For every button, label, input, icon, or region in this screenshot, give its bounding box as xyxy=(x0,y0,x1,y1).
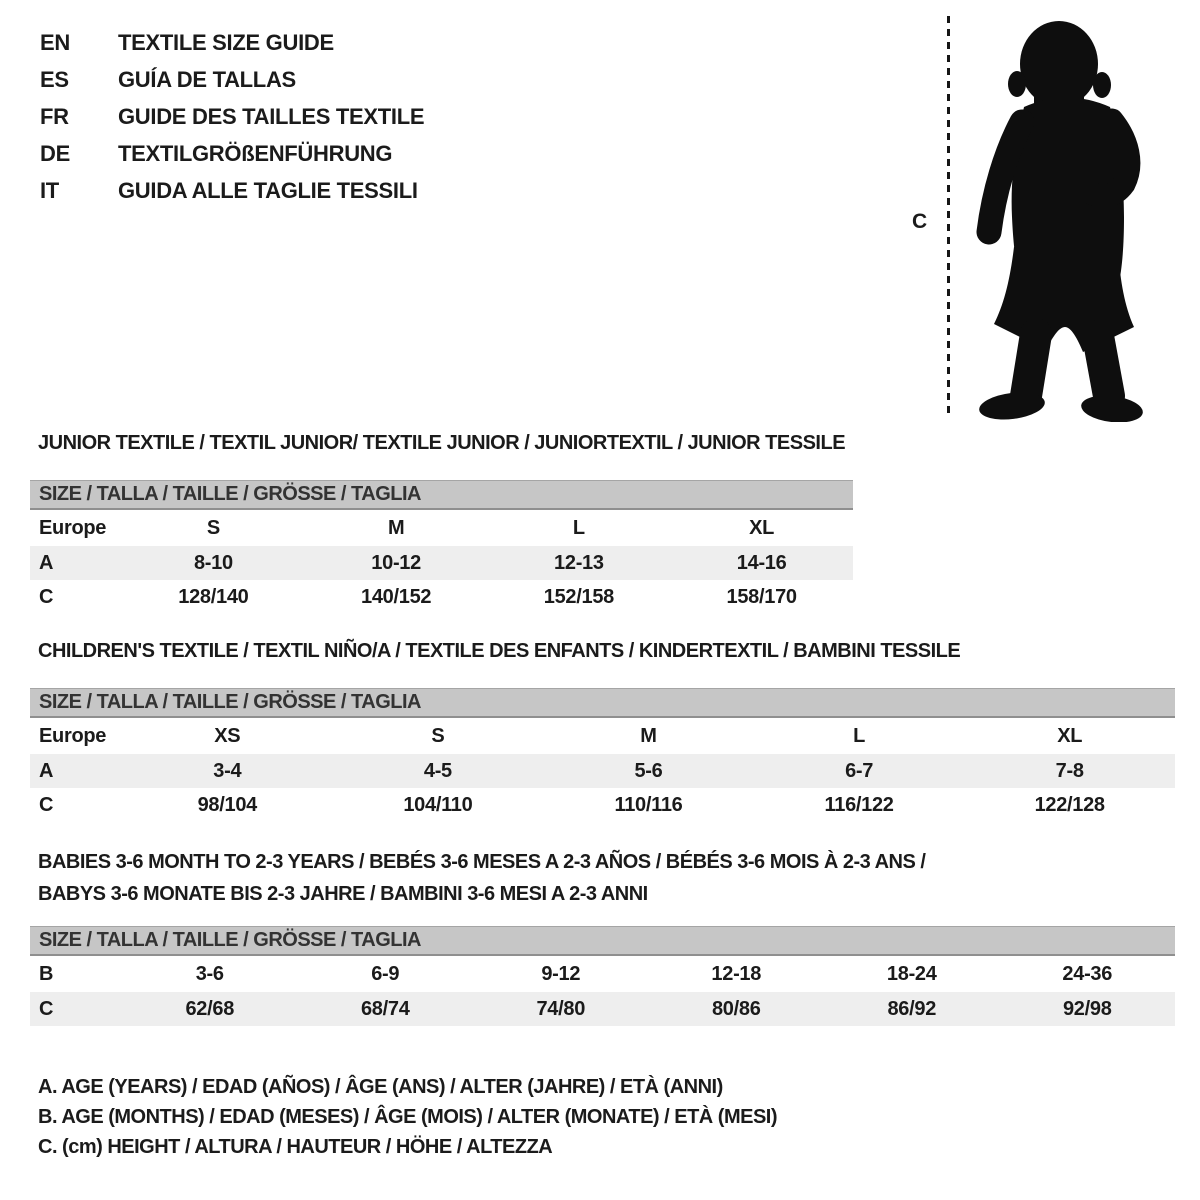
guide-title: TEXTILE SIZE GUIDE xyxy=(118,29,334,55)
value-cell: 74/80 xyxy=(536,997,586,1020)
size-cell: XS xyxy=(214,724,241,747)
guide-title: GUIDE DES TAILLES TEXTILE xyxy=(118,103,425,129)
language-row: DE TEXTILGRÖßENFÜHRUNG xyxy=(40,135,424,172)
row-label: C xyxy=(39,793,54,816)
value-cell: 12-18 xyxy=(711,962,762,985)
table-row-europe: Europe S M L XL xyxy=(30,510,853,546)
value-cell: 9-12 xyxy=(541,962,581,985)
guide-title: TEXTILGRÖßENFÜHRUNG xyxy=(118,140,393,166)
legend: A. AGE (YEARS) / EDAD (AÑOS) / ÂGE (ANS)… xyxy=(38,1072,778,1162)
value-cell: 158/170 xyxy=(726,585,798,608)
row-label: C xyxy=(39,997,54,1020)
table-row-height: C 98/104 104/110 110/116 116/122 122/128 xyxy=(30,788,1175,822)
legend-line-a: A. AGE (YEARS) / EDAD (AÑOS) / ÂGE (ANS)… xyxy=(38,1076,723,1098)
value-cell: 68/74 xyxy=(360,997,410,1020)
size-cell: XL xyxy=(749,516,775,539)
size-cell: M xyxy=(640,724,657,747)
language-row: IT GUIDA ALLE TAGLIE TESSILI xyxy=(40,172,424,209)
table-row-height: C 62/68 68/74 74/80 80/86 86/92 92/98 xyxy=(30,992,1175,1026)
value-cell: 18-24 xyxy=(886,962,937,985)
value-cell: 12-13 xyxy=(554,551,604,574)
value-cell: 6-9 xyxy=(371,962,400,985)
language-code: IT xyxy=(40,177,59,203)
junior-size-table: SIZE / TALLA / TAILLE / GRÖSSE / TAGLIA … xyxy=(30,480,853,614)
size-cell: S xyxy=(431,724,445,747)
table-row-age: A 8-10 10-12 12-13 14-16 xyxy=(30,546,853,580)
size-header-bar: SIZE / TALLA / TAILLE / GRÖSSE / TAGLIA xyxy=(30,688,1175,718)
junior-section-title: JUNIOR TEXTILE / TEXTIL JUNIOR/ TEXTILE … xyxy=(38,432,846,454)
value-cell: 14-16 xyxy=(736,551,787,574)
value-cell: 152/158 xyxy=(543,585,615,608)
row-label: Europe xyxy=(39,724,107,747)
language-row: FR GUIDE DES TAILLES TEXTILE xyxy=(40,98,425,135)
size-cell: S xyxy=(206,516,220,539)
guide-title: GUÍA DE TALLAS xyxy=(118,66,296,92)
size-cell: M xyxy=(387,516,405,539)
row-label: A xyxy=(39,759,54,782)
babies-title-line2: BABYS 3-6 MONATE BIS 2-3 JAHRE / BAMBINI… xyxy=(38,883,648,905)
value-cell: 104/110 xyxy=(403,793,473,816)
toddler-silhouette-icon xyxy=(976,21,1143,422)
language-row: ES GUÍA DE TALLAS xyxy=(40,61,424,98)
size-cell: L xyxy=(572,516,585,539)
value-cell: 8-10 xyxy=(193,551,233,574)
value-cell: 92/98 xyxy=(1062,997,1112,1020)
legend-line-c: C. (cm) HEIGHT / ALTURA / HAUTEUR / HÖHE… xyxy=(38,1136,553,1158)
language-code: ES xyxy=(40,66,69,92)
children-size-table: SIZE / TALLA / TAILLE / GRÖSSE / TAGLIA … xyxy=(30,688,1175,822)
table-row-age: A 3-4 4-5 5-6 6-7 7-8 xyxy=(30,754,1175,788)
language-code: FR xyxy=(40,103,69,129)
value-cell: 6-7 xyxy=(845,759,874,782)
babies-title-line1: BABIES 3-6 MONTH TO 2-3 YEARS / BEBÉS 3-… xyxy=(38,851,926,873)
size-header-bar: SIZE / TALLA / TAILLE / GRÖSSE / TAGLIA xyxy=(30,480,853,510)
value-cell: 10-12 xyxy=(371,551,421,574)
value-cell: 24-36 xyxy=(1062,962,1113,985)
value-cell: 140/152 xyxy=(361,585,432,608)
babies-section-title: BABIES 3-6 MONTH TO 2-3 YEARS / BEBÉS 3-… xyxy=(38,846,926,910)
dimension-label-c: C xyxy=(912,210,928,233)
value-cell: 116/122 xyxy=(824,793,894,816)
size-cell: L xyxy=(853,724,866,747)
value-cell: 110/116 xyxy=(614,793,683,816)
value-cell: 7-8 xyxy=(1055,759,1084,782)
children-section-title: CHILDREN'S TEXTILE / TEXTIL NIÑO/A / TEX… xyxy=(38,640,961,662)
language-code: DE xyxy=(40,140,70,166)
value-cell: 128/140 xyxy=(178,585,249,608)
table-row-height: C 128/140 140/152 152/158 158/170 xyxy=(30,580,853,614)
guide-title: GUIDA ALLE TAGLIE TESSILI xyxy=(118,177,418,203)
value-cell: 86/92 xyxy=(887,997,937,1020)
table-row-age-months: B 3-6 6-9 9-12 12-18 18-24 24-36 xyxy=(30,956,1175,992)
language-code: EN xyxy=(40,29,70,55)
size-cell: XL xyxy=(1057,724,1083,747)
language-row: EN TEXTILE SIZE GUIDE xyxy=(40,24,424,61)
language-title-block: EN TEXTILE SIZE GUIDE ES GUÍA DE TALLAS … xyxy=(40,24,425,209)
value-cell: 5-6 xyxy=(634,759,663,782)
value-cell: 4-5 xyxy=(423,759,452,782)
row-label: C xyxy=(39,585,54,608)
value-cell: 62/68 xyxy=(185,997,235,1020)
table-row-europe: Europe XS S M L XL xyxy=(30,718,1175,754)
value-cell: 98/104 xyxy=(197,793,258,816)
height-dimension-line xyxy=(947,16,950,418)
value-cell: 122/128 xyxy=(1034,793,1106,816)
value-cell: 3-4 xyxy=(213,759,242,782)
value-cell: 80/86 xyxy=(711,997,761,1020)
row-label: Europe xyxy=(39,516,107,539)
row-label: A xyxy=(39,551,54,574)
legend-line-b: B. AGE (MONTHS) / EDAD (MESES) / ÂGE (MO… xyxy=(38,1106,778,1128)
value-cell: 3-6 xyxy=(195,962,224,985)
row-label: B xyxy=(39,962,54,985)
size-header-bar: SIZE / TALLA / TAILLE / GRÖSSE / TAGLIA xyxy=(30,926,1175,956)
babies-size-table: SIZE / TALLA / TAILLE / GRÖSSE / TAGLIA … xyxy=(30,926,1175,1026)
